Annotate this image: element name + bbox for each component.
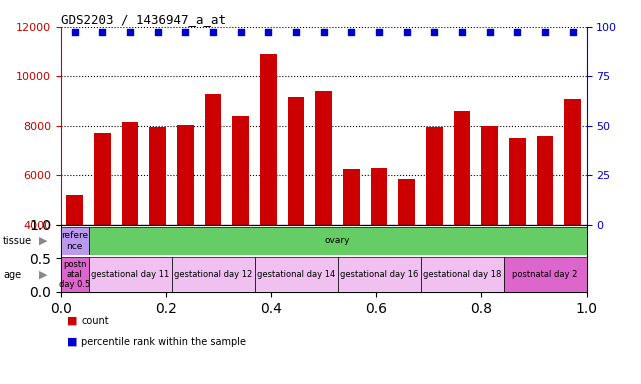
Bar: [177, 124, 194, 324]
Bar: [315, 91, 332, 324]
Text: tissue: tissue: [3, 236, 32, 246]
Bar: [537, 136, 553, 324]
Text: gestational day 11: gestational day 11: [91, 270, 169, 279]
Point: [236, 29, 246, 35]
Point: [457, 29, 467, 35]
Point: [346, 29, 356, 35]
Point: [97, 29, 108, 35]
Point: [208, 29, 218, 35]
Bar: [204, 94, 221, 324]
Text: refere
nce: refere nce: [61, 231, 88, 251]
Bar: [149, 127, 166, 324]
Bar: [233, 116, 249, 324]
Bar: [420, 257, 504, 292]
Text: gestational day 14: gestational day 14: [257, 270, 335, 279]
Text: count: count: [81, 316, 109, 326]
Text: age: age: [3, 270, 21, 280]
Bar: [399, 179, 415, 324]
Text: ovary: ovary: [325, 237, 350, 245]
Point: [374, 29, 384, 35]
Point: [540, 29, 550, 35]
Bar: [122, 122, 138, 324]
Text: postn
atal
day 0.5: postn atal day 0.5: [59, 260, 90, 290]
Bar: [94, 133, 111, 324]
Text: ▶: ▶: [39, 270, 48, 280]
Point: [567, 29, 578, 35]
Bar: [454, 111, 470, 324]
Point: [70, 29, 80, 35]
Bar: [338, 257, 420, 292]
Point: [180, 29, 190, 35]
Bar: [481, 126, 498, 324]
Text: ▶: ▶: [39, 236, 48, 246]
Bar: [564, 99, 581, 324]
Point: [291, 29, 301, 35]
Bar: [288, 97, 304, 324]
Bar: [509, 138, 526, 324]
Text: gestational day 16: gestational day 16: [340, 270, 418, 279]
Bar: [504, 257, 587, 292]
Text: GDS2203 / 1436947_a_at: GDS2203 / 1436947_a_at: [61, 13, 226, 26]
Bar: [61, 257, 88, 292]
Bar: [61, 227, 88, 255]
Point: [153, 29, 163, 35]
Point: [319, 29, 329, 35]
Bar: [343, 169, 360, 324]
Text: gestational day 18: gestational day 18: [423, 270, 501, 279]
Bar: [370, 168, 387, 324]
Bar: [426, 127, 443, 324]
Point: [401, 29, 412, 35]
Bar: [88, 257, 172, 292]
Text: percentile rank within the sample: percentile rank within the sample: [81, 337, 246, 347]
Bar: [67, 195, 83, 324]
Text: ■: ■: [67, 316, 78, 326]
Point: [125, 29, 135, 35]
Text: postnatal day 2: postnatal day 2: [512, 270, 578, 279]
Bar: [260, 54, 277, 324]
Point: [429, 29, 440, 35]
Bar: [254, 257, 338, 292]
Point: [512, 29, 522, 35]
Text: ■: ■: [67, 337, 78, 347]
Text: gestational day 12: gestational day 12: [174, 270, 252, 279]
Point: [485, 29, 495, 35]
Point: [263, 29, 274, 35]
Bar: [172, 257, 254, 292]
